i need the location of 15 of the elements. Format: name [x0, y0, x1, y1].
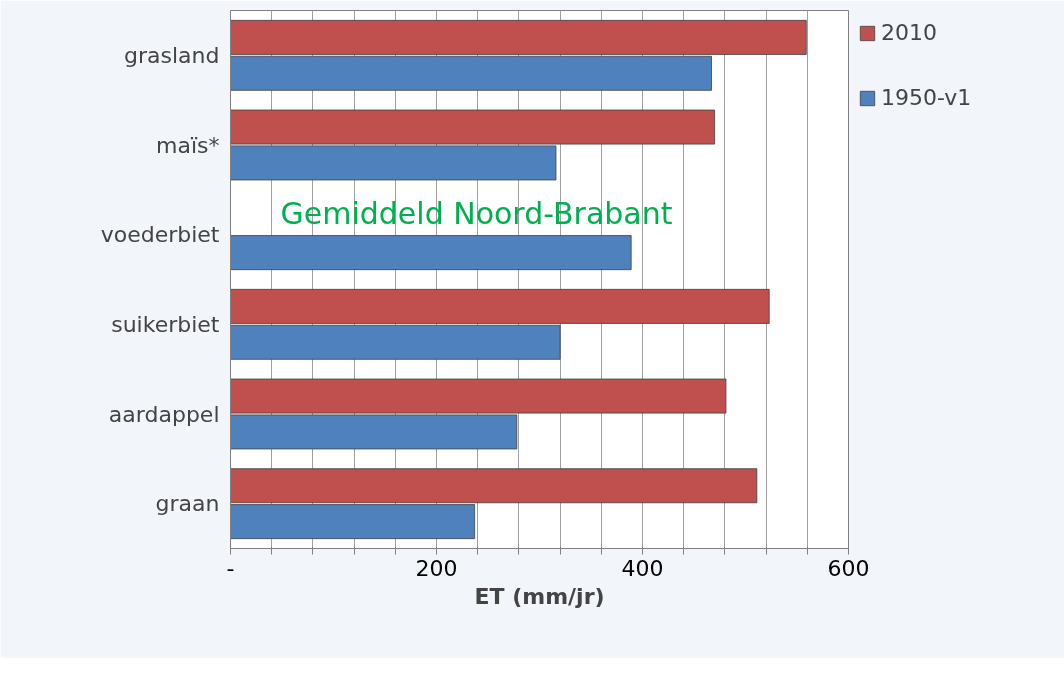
y-tick-label: maïs* — [156, 132, 220, 158]
x-axis-title: ET (mm/jr) — [474, 583, 605, 609]
y-tick-label: aardappel — [108, 401, 220, 427]
bar — [230, 235, 632, 271]
annotation: Gemiddeld Noord-Brabant — [280, 195, 673, 231]
y-tick-label: voederbiet — [100, 222, 220, 248]
legend-label: 2010 — [881, 20, 937, 45]
legend-label: 1950-v1 — [881, 85, 972, 110]
x-tick-label: 200 — [415, 555, 458, 581]
y-tick-label: suikerbiet — [111, 311, 220, 337]
x-tick-label: 600 — [827, 555, 870, 581]
x-tick-label: - — [226, 555, 235, 581]
y-tick-label: grasland — [124, 42, 220, 68]
x-tick-label: 400 — [621, 555, 664, 581]
y-tick-label: graan — [155, 491, 220, 517]
